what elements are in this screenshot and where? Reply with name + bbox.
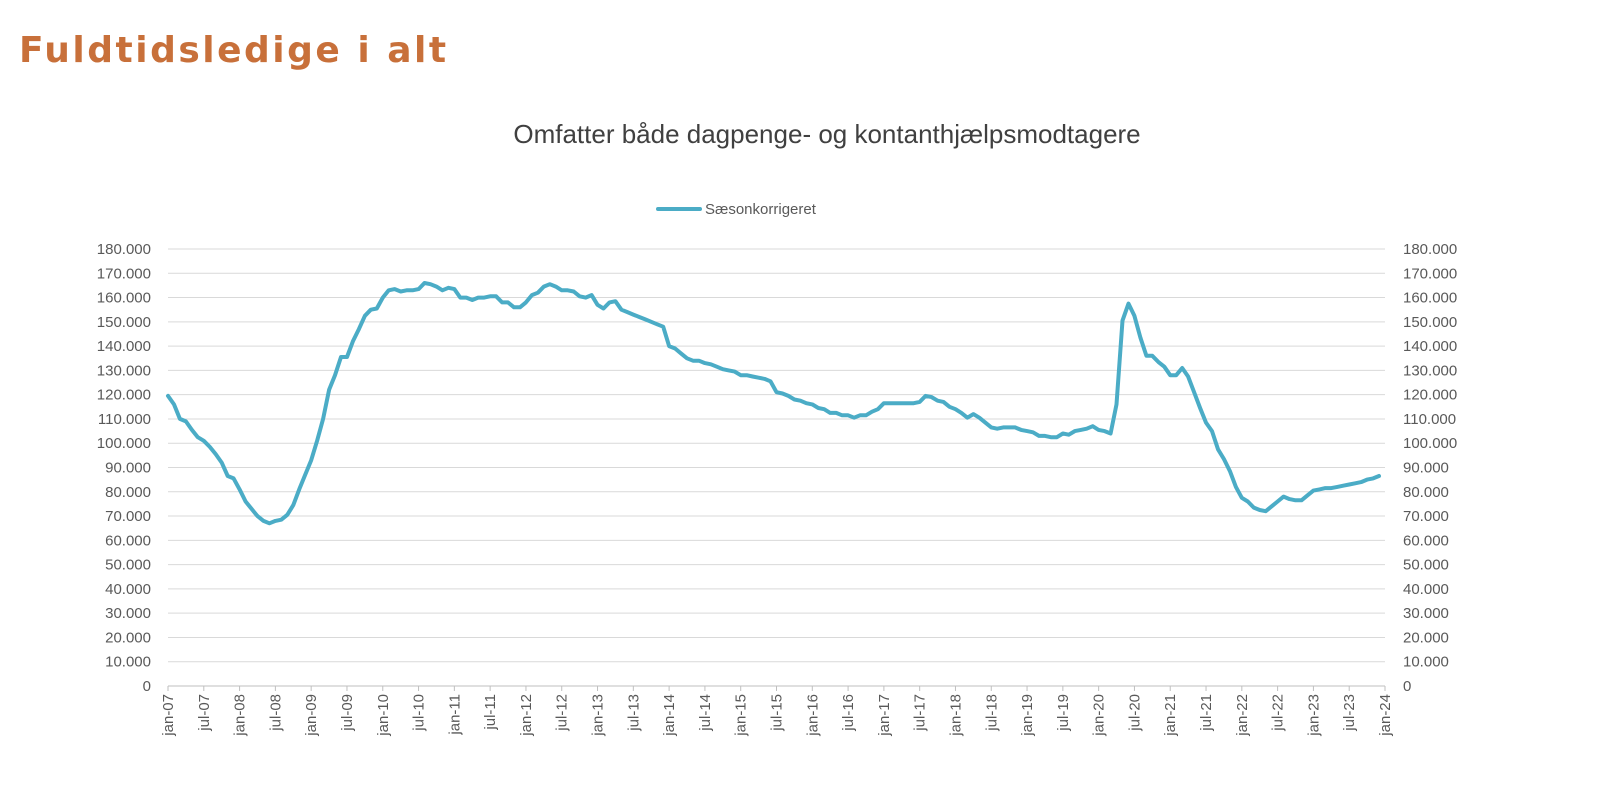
y-tick-label-left: 0 <box>143 678 151 695</box>
y-tick-label-left: 70.000 <box>105 508 151 525</box>
y-tick-label-right: 60.000 <box>1403 532 1449 549</box>
x-axis: jan-07 jul-07 jan-08 jul-08 jan-09 jul-09 jan-… <box>160 686 1394 737</box>
y-tick-label-right: 130.000 <box>1403 362 1457 379</box>
y-tick-label-left: 90.000 <box>105 460 151 477</box>
x-tick-label: jul-19 <box>1055 694 1072 732</box>
x-tick-label: jan-23 <box>1305 694 1322 737</box>
x-tick-label: jan-18 <box>947 694 964 737</box>
legend-label: Sæsonkorrigeret <box>705 201 817 218</box>
y-tick-label-right: 90.000 <box>1403 460 1449 477</box>
x-tick-label: jan-10 <box>375 694 392 737</box>
y-axis-left: 0 10.000 20.000 30.000 40.000 50.000 60.000 70.… <box>97 241 151 695</box>
gridlines <box>168 248 1385 687</box>
x-tick-label: jan-17 <box>876 694 893 737</box>
y-tick-label-right: 80.000 <box>1403 484 1449 501</box>
x-tick-label: jan-21 <box>1162 694 1179 737</box>
x-tick-label: jul-10 <box>411 694 428 732</box>
y-tick-label-left: 170.000 <box>97 265 151 282</box>
y-tick-label-right: 110.000 <box>1403 411 1456 428</box>
x-tick-label: jan-14 <box>661 694 678 737</box>
y-tick-label-left: 30.000 <box>105 605 151 622</box>
y-tick-label-right: 160.000 <box>1403 290 1457 307</box>
x-tick-label: jul-16 <box>840 694 857 732</box>
x-tick-label: jan-22 <box>1234 694 1251 737</box>
x-tick-label: jan-16 <box>804 694 821 737</box>
y-tick-label-left: 160.000 <box>97 290 151 307</box>
y-tick-label-right: 50.000 <box>1403 557 1449 574</box>
y-tick-label-left: 50.000 <box>105 557 151 574</box>
y-tick-label-right: 20.000 <box>1403 629 1449 646</box>
x-tick-label: jul-18 <box>983 694 1000 732</box>
legend: Sæsonkorrigeret <box>656 201 817 218</box>
plot-area <box>166 281 1381 526</box>
chart-title: Omfatter både dagpenge- og kontanthjælps… <box>513 119 1140 149</box>
x-tick-label: jul-11 <box>482 694 499 731</box>
y-tick-label-right: 0 <box>1403 678 1411 695</box>
x-tick-label: jan-07 <box>160 694 177 737</box>
x-tick-label: jul-21 <box>1198 694 1215 732</box>
y-axis-right: 0 10.000 20.000 30.000 40.000 50.000 60.000 70.… <box>1403 241 1457 695</box>
x-tick-label: jan-19 <box>1019 694 1036 737</box>
y-tick-label-left: 20.000 <box>105 629 151 646</box>
y-tick-label-left: 180.000 <box>97 241 151 258</box>
y-tick-label-left: 140.000 <box>97 338 151 355</box>
y-tick-label-left: 40.000 <box>105 581 151 598</box>
y-tick-label-right: 70.000 <box>1403 508 1449 525</box>
x-tick-label: jul-20 <box>1126 694 1143 732</box>
x-tick-label: jan-24 <box>1377 694 1394 737</box>
y-tick-label-left: 120.000 <box>97 387 151 404</box>
x-tick-label: jul-09 <box>339 694 356 732</box>
y-tick-label-right: 140.000 <box>1403 338 1457 355</box>
y-tick-label-right: 40.000 <box>1403 581 1449 598</box>
x-tick-label: jul-22 <box>1270 694 1287 732</box>
y-tick-label-right: 100.000 <box>1403 435 1457 452</box>
y-tick-label-left: 10.000 <box>105 654 151 671</box>
x-tick-label: jan-11 <box>446 694 463 736</box>
x-tick-label: jul-08 <box>267 694 284 732</box>
y-tick-label-right: 180.000 <box>1403 241 1457 258</box>
x-tick-label: jan-13 <box>590 694 607 737</box>
y-tick-label-left: 80.000 <box>105 484 151 501</box>
x-tick-label: jul-13 <box>625 694 642 732</box>
x-tick-label: jan-12 <box>518 694 535 737</box>
x-tick-label: jul-15 <box>769 694 786 732</box>
y-tick-label-right: 10.000 <box>1403 654 1449 671</box>
x-tick-label: jan-20 <box>1091 694 1108 737</box>
x-tick-label: jul-23 <box>1341 694 1358 732</box>
y-tick-label-left: 100.000 <box>97 435 151 452</box>
x-tick-label: jan-08 <box>232 694 249 737</box>
page-heading: Fuldtidsledige i alt <box>19 30 449 71</box>
x-tick-label: jul-12 <box>554 694 571 732</box>
x-tick-label: jul-17 <box>912 694 929 732</box>
x-tick-label: jan-15 <box>733 694 750 737</box>
y-tick-label-left: 130.000 <box>97 362 151 379</box>
x-tick-label: jul-14 <box>697 694 714 732</box>
x-tick-label: jan-09 <box>303 694 320 737</box>
y-tick-label-left: 150.000 <box>97 314 151 331</box>
series-line <box>166 281 1381 526</box>
y-tick-label-right: 30.000 <box>1403 605 1449 622</box>
y-tick-label-left: 60.000 <box>105 532 151 549</box>
y-tick-label-right: 120.000 <box>1403 387 1457 404</box>
y-tick-label-right: 170.000 <box>1403 265 1457 282</box>
y-tick-label-right: 150.000 <box>1403 314 1457 331</box>
x-tick-label: jul-07 <box>196 694 213 732</box>
y-tick-label-left: 110.000 <box>98 411 151 428</box>
